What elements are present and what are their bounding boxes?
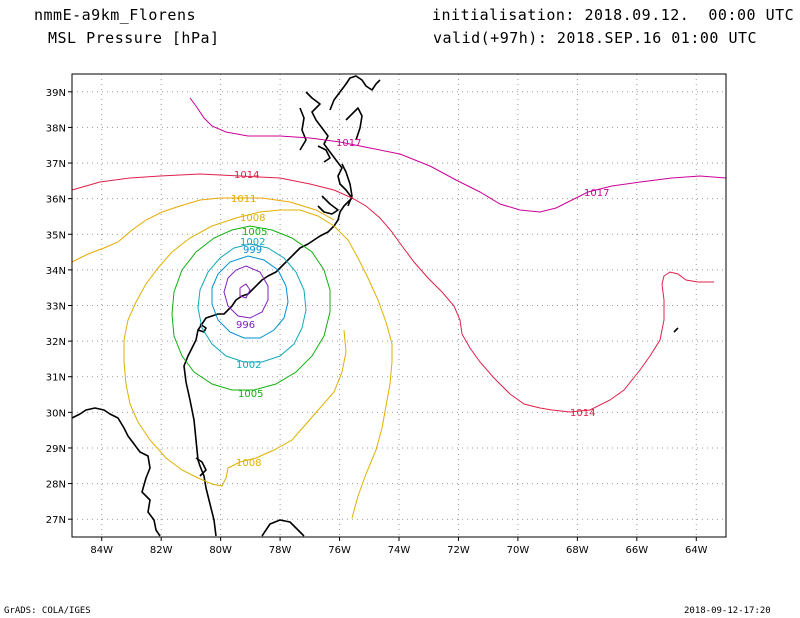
x-tick-label: 66W — [626, 545, 649, 556]
y-tick-label: 34N — [46, 266, 66, 277]
isobar-1014 — [71, 173, 714, 413]
outer-banks — [341, 163, 353, 207]
x-tick-label: 82W — [150, 545, 173, 556]
label-1008-north: 1008 — [240, 213, 265, 224]
sc-inlet — [197, 323, 207, 333]
footer-timestamp: 2018-09-12-17:20 — [684, 606, 771, 616]
y-tick-label: 31N — [46, 373, 66, 384]
label-1002-south: 1002 — [236, 360, 261, 371]
label-996: 996 — [236, 320, 255, 331]
latitude-tick-labels: 27N 28N 29N 30N 31N 32N 33N 34N 35N 36N 37N 38N 39N — [46, 88, 66, 526]
bay-loop-2 — [317, 145, 331, 163]
y-tick-label: 33N — [46, 302, 66, 313]
label-1008-south: 1008 — [236, 458, 261, 469]
isobar-999 — [211, 255, 289, 339]
x-tick-label: 78W — [269, 545, 292, 556]
coastline — [71, 75, 679, 537]
pamlico-sound — [317, 195, 339, 215]
label-1014-west: 1014 — [234, 170, 259, 181]
y-tick-label: 38N — [46, 123, 66, 134]
us-east-coastline — [71, 407, 161, 537]
x-tick-label: 68W — [566, 545, 589, 556]
isobar-1008 — [123, 209, 393, 519]
model-name: nmmE-a9km_Florens — [34, 6, 197, 24]
y-tick-label: 39N — [46, 88, 66, 99]
y-tick-label: 35N — [46, 230, 66, 241]
florida-peninsula — [183, 91, 353, 537]
x-tick-label: 76W — [328, 545, 351, 556]
y-tick-label: 30N — [46, 408, 66, 419]
map-grid — [68, 74, 726, 541]
label-1017-east: 1017 — [584, 188, 609, 199]
y-tick-label: 29N — [46, 444, 66, 455]
gulf-bay — [195, 457, 207, 477]
longitude-tick-labels: 84W 82W 80W 78W 76W 74W 72W 70W 68W 66W 64W — [90, 545, 707, 556]
map-frame — [71, 73, 727, 538]
x-tick-label: 64W — [685, 545, 708, 556]
x-tick-label: 70W — [507, 545, 530, 556]
x-tick-label: 72W — [447, 545, 470, 556]
y-tick-label: 27N — [46, 515, 66, 526]
label-1017-west: 1017 — [336, 138, 361, 149]
footer-credit: GrADS: COLA/IGES — [4, 606, 91, 616]
label-1014-east: 1014 — [570, 408, 595, 419]
label-1011: 1011 — [231, 194, 256, 205]
y-tick-label: 32N — [46, 337, 66, 348]
field-name: MSL Pressure [hPa] — [48, 29, 220, 47]
x-tick-label: 84W — [90, 545, 113, 556]
chesapeake-outline — [329, 75, 381, 111]
y-tick-label: 28N — [46, 480, 66, 491]
bermuda — [673, 327, 679, 333]
cuba-coast — [261, 519, 305, 537]
y-tick-label: 37N — [46, 159, 66, 170]
x-tick-label: 74W — [388, 545, 411, 556]
bay-loop-1 — [299, 107, 307, 151]
isobar-1005 — [171, 225, 331, 391]
label-1005-south: 1005 — [238, 389, 263, 400]
isobar-1002 — [197, 243, 307, 363]
label-1005-north: 1005 — [242, 227, 267, 238]
y-tick-label: 36N — [46, 195, 66, 206]
isobar-1017 — [189, 97, 727, 213]
label-999: 999 — [243, 245, 262, 256]
initialisation-time: initialisation: 2018.09.12. 00:00 UTC — [432, 6, 795, 24]
isobar-1011 — [71, 197, 335, 263]
valid-time: valid(+97h): 2018.SEP.16 01:00 UTC — [433, 29, 758, 47]
isobar-996 — [223, 265, 269, 319]
label-1002-north: 1002 — [240, 237, 265, 248]
contour-labels: 1017 1017 1014 1014 1011 1008 1008 1005 … — [231, 138, 609, 469]
delmarva — [345, 107, 363, 141]
x-tick-label: 80W — [209, 545, 232, 556]
